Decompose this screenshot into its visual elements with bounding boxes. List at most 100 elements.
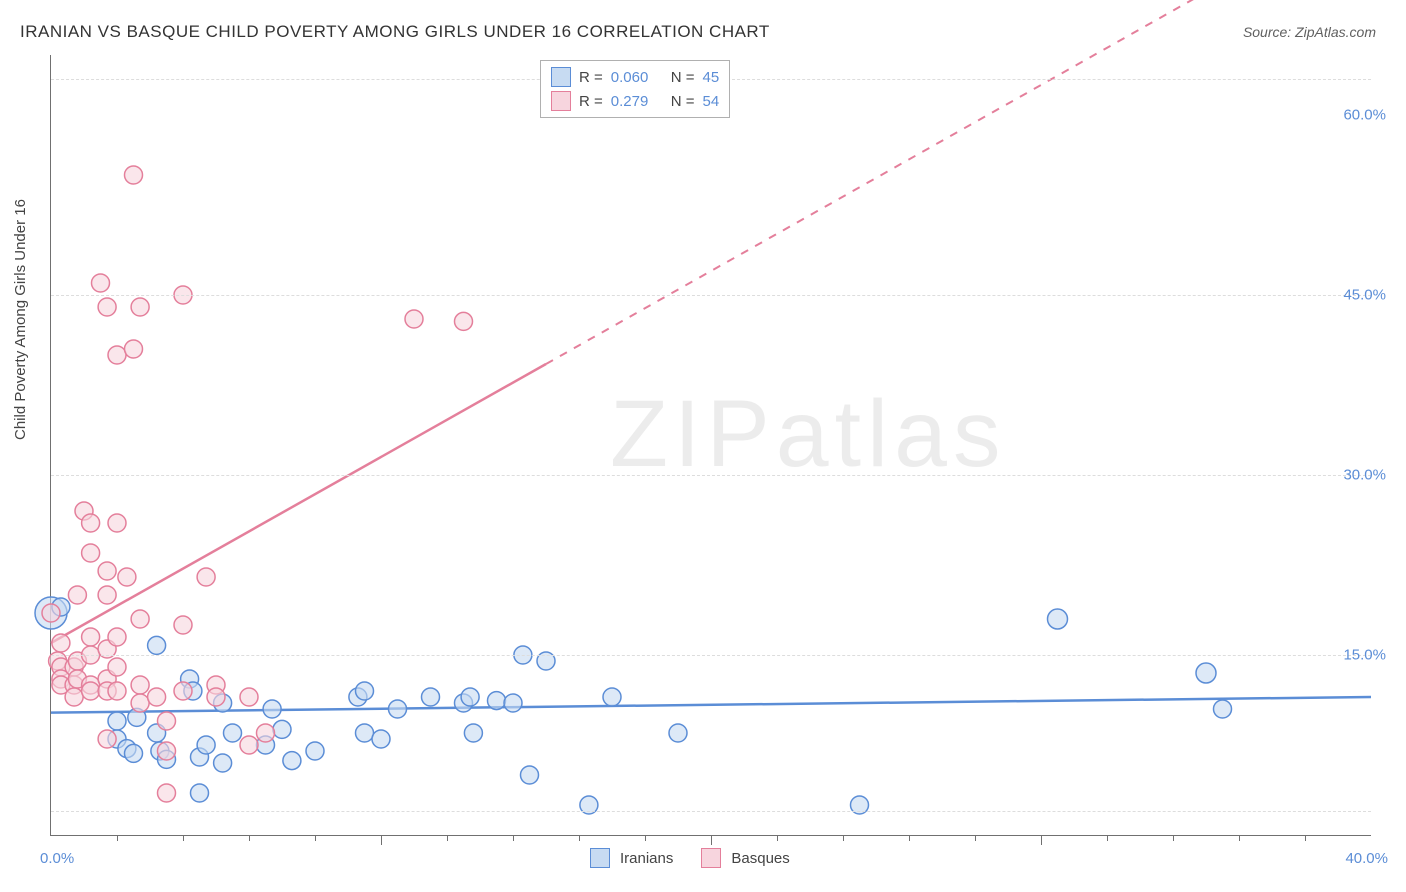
- data-point: [108, 658, 126, 676]
- data-point: [82, 628, 100, 646]
- data-point: [207, 688, 225, 706]
- x-tick: [1107, 835, 1108, 841]
- data-point: [521, 766, 539, 784]
- data-point: [125, 744, 143, 762]
- x-tick: [777, 835, 778, 841]
- chart-svg: [51, 55, 1371, 835]
- data-point: [273, 720, 291, 738]
- x-tick: [1041, 835, 1042, 845]
- trend-line-dashed: [546, 0, 1371, 364]
- data-point: [108, 712, 126, 730]
- x-tick: [909, 835, 910, 841]
- data-point: [263, 700, 281, 718]
- data-point: [504, 694, 522, 712]
- data-point: [191, 784, 209, 802]
- x-tick: [975, 835, 976, 841]
- data-point: [125, 340, 143, 358]
- data-point: [131, 298, 149, 316]
- x-tick: [183, 835, 184, 841]
- chart-container: IRANIAN VS BASQUE CHILD POVERTY AMONG GI…: [0, 0, 1406, 892]
- data-point: [1214, 700, 1232, 718]
- x-tick: [711, 835, 712, 845]
- plot-area: [50, 55, 1371, 836]
- legend-n-value: 54: [703, 93, 720, 110]
- data-point: [306, 742, 324, 760]
- gridline: [51, 655, 1371, 656]
- data-point: [389, 700, 407, 718]
- x-tick: [843, 835, 844, 841]
- legend-row: R = 0.279 N = 54: [551, 89, 719, 113]
- data-point: [603, 688, 621, 706]
- data-point: [1048, 609, 1068, 629]
- legend-n-label: N =: [671, 93, 695, 110]
- data-point: [131, 694, 149, 712]
- data-point: [65, 688, 83, 706]
- data-point: [131, 610, 149, 628]
- data-point: [98, 562, 116, 580]
- x-tick: [579, 835, 580, 841]
- data-point: [356, 724, 374, 742]
- data-point: [422, 688, 440, 706]
- data-point: [82, 514, 100, 532]
- y-tick-label: 45.0%: [1343, 287, 1386, 304]
- x-tick: [117, 835, 118, 841]
- gridline: [51, 475, 1371, 476]
- legend-label: Basques: [731, 850, 789, 867]
- gridline: [51, 295, 1371, 296]
- data-point: [455, 312, 473, 330]
- data-point: [68, 586, 86, 604]
- data-point: [405, 310, 423, 328]
- legend-swatch: [551, 91, 571, 111]
- legend-swatch: [590, 848, 610, 868]
- legend-n-value: 45: [703, 69, 720, 86]
- data-point: [214, 754, 232, 772]
- legend-r-label: R =: [579, 93, 603, 110]
- data-point: [98, 586, 116, 604]
- legend-row: R =0.060N =45: [551, 65, 719, 89]
- x-tick: [1239, 835, 1240, 841]
- data-point: [82, 544, 100, 562]
- x-tick: [381, 835, 382, 845]
- x-tick: [513, 835, 514, 841]
- x-tick: [249, 835, 250, 841]
- data-point: [283, 752, 301, 770]
- x-tick: [645, 835, 646, 841]
- chart-title: IRANIAN VS BASQUE CHILD POVERTY AMONG GI…: [20, 22, 770, 42]
- data-point: [1196, 663, 1216, 683]
- data-point: [108, 682, 126, 700]
- data-point: [197, 568, 215, 586]
- legend-label: Iranians: [620, 850, 673, 867]
- legend-r-value: 0.060: [611, 69, 663, 86]
- legend-r-value: 0.279: [611, 93, 663, 110]
- data-point: [488, 692, 506, 710]
- data-point: [356, 682, 374, 700]
- data-point: [224, 724, 242, 742]
- data-point: [174, 616, 192, 634]
- data-point: [108, 514, 126, 532]
- data-point: [98, 298, 116, 316]
- data-point: [240, 736, 258, 754]
- x-tick-max: 40.0%: [1345, 850, 1388, 867]
- data-point: [240, 688, 258, 706]
- data-point: [108, 628, 126, 646]
- data-point: [669, 724, 687, 742]
- x-tick: [1173, 835, 1174, 841]
- data-point: [92, 274, 110, 292]
- legend-swatch: [551, 67, 571, 87]
- gridline: [51, 811, 1371, 812]
- legend-swatch: [701, 848, 721, 868]
- source-label: Source: ZipAtlas.com: [1243, 24, 1376, 40]
- legend-r-label: R =: [579, 69, 603, 86]
- data-point: [158, 742, 176, 760]
- y-tick-label: 30.0%: [1343, 467, 1386, 484]
- data-point: [118, 568, 136, 586]
- data-point: [158, 712, 176, 730]
- x-tick: [315, 835, 316, 841]
- data-point: [464, 724, 482, 742]
- y-tick-label: 15.0%: [1343, 647, 1386, 664]
- x-tick: [1305, 835, 1306, 841]
- data-point: [108, 346, 126, 364]
- x-tick: [447, 835, 448, 841]
- data-point: [148, 636, 166, 654]
- data-point: [197, 736, 215, 754]
